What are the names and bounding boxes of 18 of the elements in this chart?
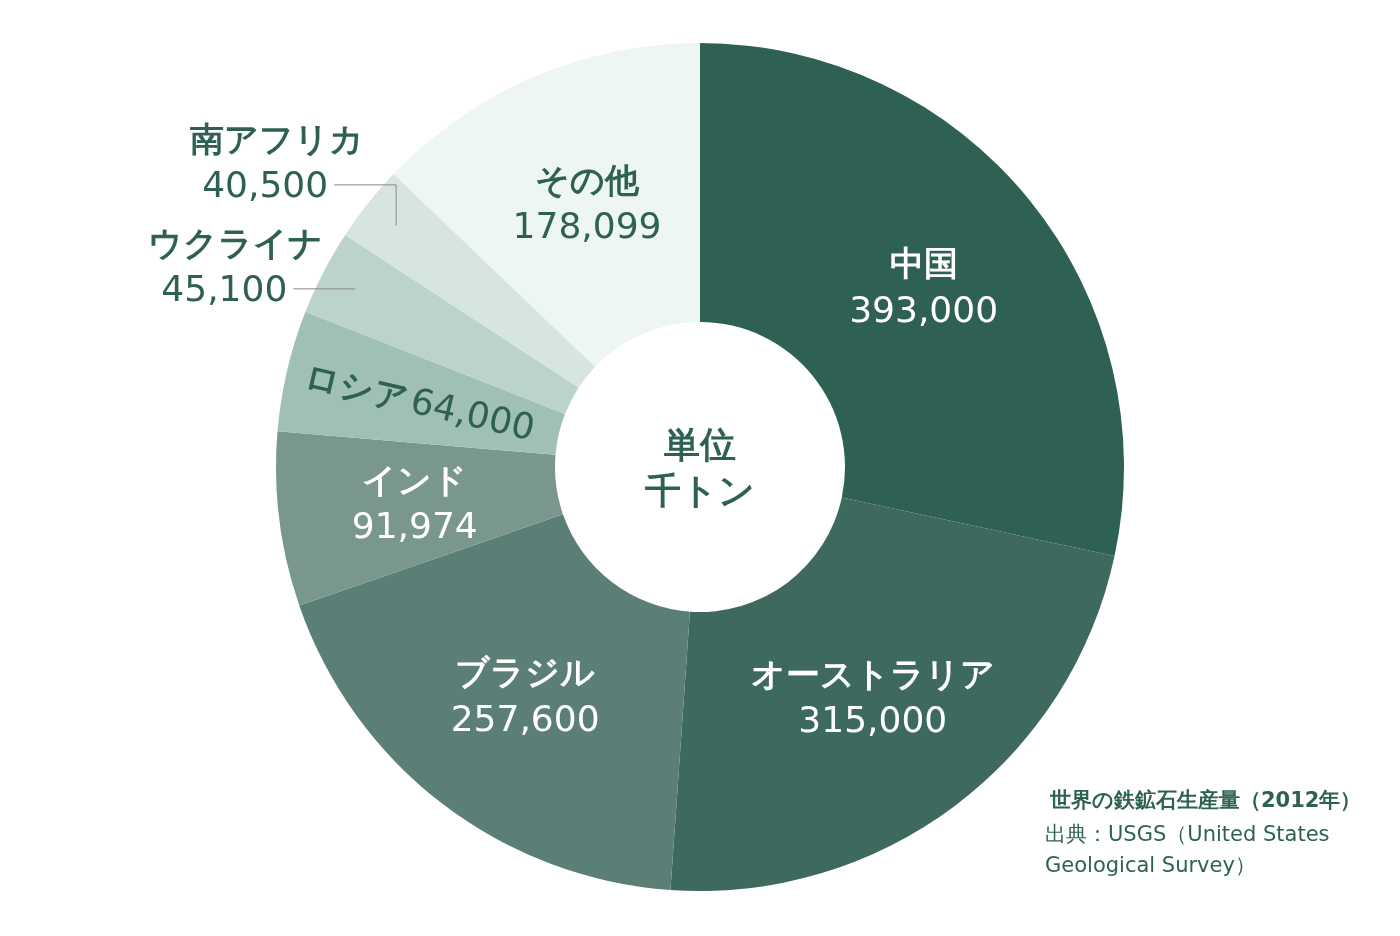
- data-label: 45,100: [161, 268, 288, 310]
- data-label: 315,000: [798, 699, 948, 741]
- slice-label: ブラジル: [455, 652, 596, 693]
- slice-label: インド: [362, 459, 468, 500]
- data-label: 40,500: [202, 164, 329, 206]
- slice-label: オーストラリア: [750, 653, 995, 694]
- text: 世界の鉄鉱石生産量（2012年）: [1049, 787, 1362, 812]
- data-label: 178,099: [512, 205, 662, 247]
- slice-label: 中国: [889, 243, 958, 284]
- data-label: 257,600: [450, 697, 600, 739]
- data-label: 91,974: [351, 505, 478, 547]
- text: 単位: [664, 423, 736, 465]
- slice-label: その他: [535, 159, 641, 200]
- slice-label: 南アフリカ: [190, 118, 365, 159]
- slice-label: ウクライナ: [148, 222, 324, 263]
- data-label: 393,000: [849, 288, 999, 330]
- text: 千トン: [645, 469, 755, 511]
- source-note: 出典：USGS（United States Geological Survey）: [1045, 821, 1337, 877]
